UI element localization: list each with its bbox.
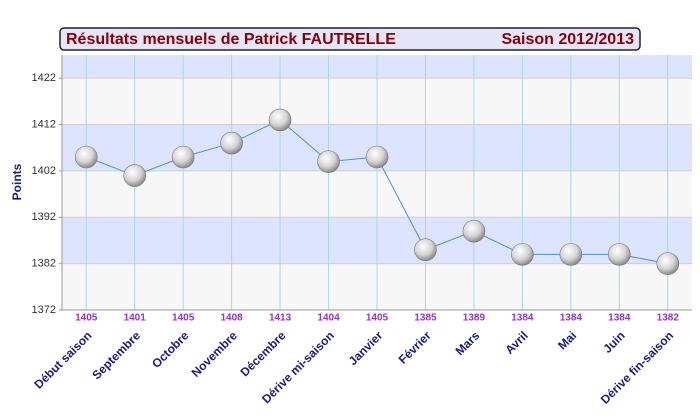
marker	[123, 164, 146, 187]
y-tick-label: 1422	[32, 72, 56, 84]
y-tick-label: 1402	[32, 165, 56, 177]
marker	[414, 238, 437, 262]
y-tick-label: 1372	[32, 304, 56, 316]
chart-title: Résultats mensuels de Patrick FAUTRELLE	[66, 31, 396, 48]
data-label: 1404	[317, 313, 340, 324]
marker	[74, 145, 98, 169]
marker	[268, 108, 292, 132]
x-tick-label: Décembre	[238, 328, 289, 379]
data-label: 1401	[124, 313, 147, 324]
x-tick-label: Octobre	[149, 328, 192, 371]
x-tick-label: Février	[396, 328, 434, 366]
x-tick-label: Avril	[502, 328, 530, 356]
data-label: 1384	[608, 313, 631, 324]
x-tick-label: Mars	[453, 328, 483, 358]
marker	[317, 150, 340, 173]
data-label: 1384	[511, 313, 534, 324]
x-tick-label: Septembre	[89, 328, 143, 382]
data-label: 1382	[657, 313, 680, 324]
x-tick-label: Janvier	[346, 328, 386, 368]
marker	[462, 219, 486, 243]
data-label: 1413	[269, 313, 292, 324]
data-label: 1389	[463, 313, 486, 324]
y-tick-label: 1412	[32, 118, 56, 130]
x-tick-label: Mai	[555, 328, 579, 352]
x-tick-label: Début saison	[31, 328, 94, 391]
marker	[656, 252, 680, 275]
data-label: 1405	[172, 313, 195, 324]
marker	[171, 145, 195, 169]
marker	[511, 243, 534, 266]
marker	[220, 131, 243, 155]
data-label: 1384	[560, 313, 583, 324]
y-tick-label: 1382	[32, 258, 56, 270]
data-label: 1385	[414, 313, 437, 324]
marker	[559, 243, 583, 266]
x-tick-label: Juin	[600, 328, 627, 355]
data-label: 1405	[366, 313, 389, 324]
marker	[608, 243, 631, 266]
marker	[365, 145, 389, 169]
title-box	[59, 27, 641, 51]
x-tick-label: Novembre	[189, 328, 241, 380]
chart-subtitle: Saison 2012/2013	[501, 31, 634, 48]
data-label: 1408	[220, 313, 243, 324]
data-label: 1405	[75, 313, 98, 324]
y-tick-label: 1392	[32, 211, 56, 223]
y-axis-label: Points	[10, 163, 24, 200]
